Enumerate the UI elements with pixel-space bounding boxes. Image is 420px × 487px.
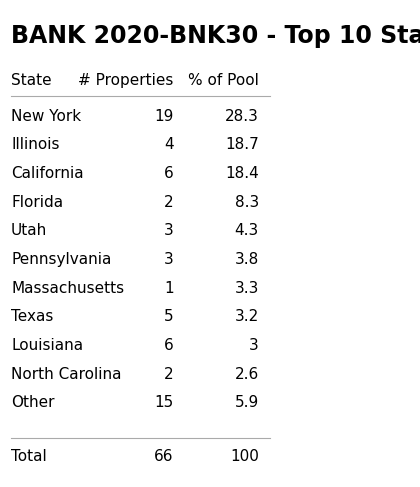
Text: 3: 3 [164,252,173,267]
Text: Total: Total [11,449,47,464]
Text: Florida: Florida [11,195,63,210]
Text: Illinois: Illinois [11,137,60,152]
Text: Massachusetts: Massachusetts [11,281,124,296]
Text: 18.4: 18.4 [225,166,259,181]
Text: 3.3: 3.3 [234,281,259,296]
Text: 28.3: 28.3 [225,109,259,124]
Text: 5.9: 5.9 [235,395,259,411]
Text: 15: 15 [154,395,173,411]
Text: Louisiana: Louisiana [11,338,83,353]
Text: % of Pool: % of Pool [188,73,259,88]
Text: 3: 3 [249,338,259,353]
Text: 66: 66 [154,449,173,464]
Text: 2: 2 [164,367,173,382]
Text: 4.3: 4.3 [235,224,259,238]
Text: State: State [11,73,52,88]
Text: 6: 6 [164,338,173,353]
Text: # Properties: # Properties [78,73,173,88]
Text: 6: 6 [164,166,173,181]
Text: 3: 3 [164,224,173,238]
Text: 4: 4 [164,137,173,152]
Text: 8.3: 8.3 [235,195,259,210]
Text: 19: 19 [154,109,173,124]
Text: 3.8: 3.8 [235,252,259,267]
Text: California: California [11,166,84,181]
Text: BANK 2020-BNK30 - Top 10 States: BANK 2020-BNK30 - Top 10 States [11,24,420,48]
Text: 2: 2 [164,195,173,210]
Text: 3.2: 3.2 [235,309,259,324]
Text: 100: 100 [230,449,259,464]
Text: 2.6: 2.6 [235,367,259,382]
Text: 5: 5 [164,309,173,324]
Text: Texas: Texas [11,309,53,324]
Text: Pennsylvania: Pennsylvania [11,252,111,267]
Text: North Carolina: North Carolina [11,367,121,382]
Text: 1: 1 [164,281,173,296]
Text: Utah: Utah [11,224,47,238]
Text: 18.7: 18.7 [225,137,259,152]
Text: New York: New York [11,109,81,124]
Text: Other: Other [11,395,55,411]
